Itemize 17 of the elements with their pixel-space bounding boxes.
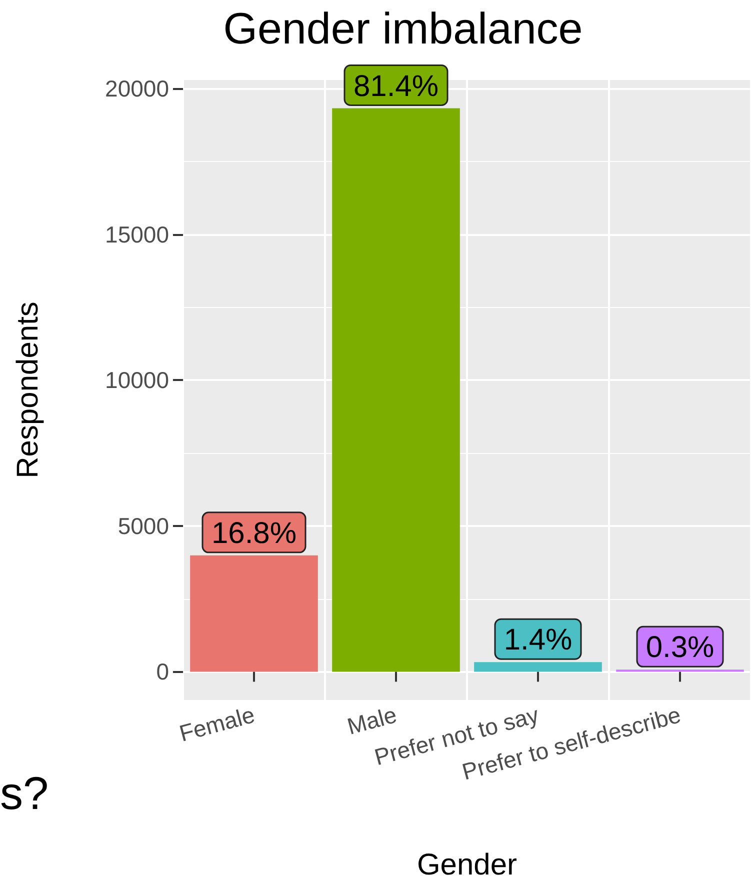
chart-title: Gender imbalance	[223, 4, 583, 54]
x-tick-label: Male	[344, 701, 400, 740]
annotation: 81.4%	[353, 70, 439, 103]
y-tick-label: 15000	[105, 221, 169, 248]
y-tick-label: 20000	[105, 76, 169, 102]
annotation: 1.4%	[504, 624, 572, 657]
y-axis-title: Respondents	[12, 302, 44, 478]
annotation: 0.3%	[646, 631, 714, 664]
text: s?	[0, 767, 49, 819]
x-axis-title: Gender	[416, 848, 518, 882]
bar	[332, 108, 460, 672]
x-tick-label: Female	[176, 701, 258, 746]
y-tick-label: 0	[156, 658, 169, 685]
bar	[474, 662, 602, 672]
annotation: 16.8%	[211, 516, 297, 550]
y-tick-label: 5000	[118, 512, 169, 539]
y-tick-label: 10000	[105, 367, 169, 394]
